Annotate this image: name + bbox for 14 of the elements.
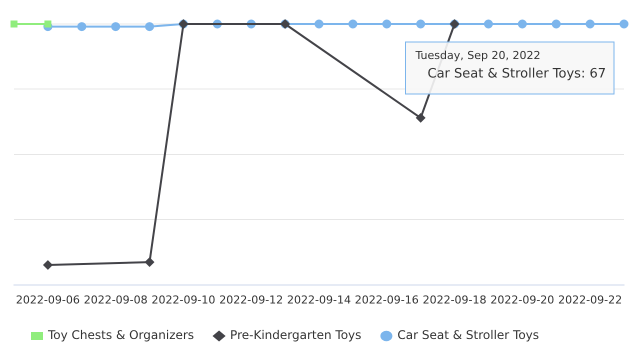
legend-label: Car Seat & Stroller Toys	[397, 328, 540, 342]
x-tick-label: 2022-09-16	[354, 293, 419, 306]
x-tick-label: 2022-09-20	[490, 293, 554, 306]
x-tick-label: 2022-09-08	[84, 293, 148, 306]
x-tick-label: 2022-09-06	[16, 293, 80, 306]
annotation: Car Seat & Stroller Toys: 67	[428, 66, 606, 82]
x-tick-label: 2022-09-22	[558, 293, 622, 306]
x-tick-label: 2022-09-14	[287, 293, 351, 306]
x-tick-label: 2022-09-18	[422, 293, 487, 306]
legend-label: Toy Chests & Organizers	[47, 328, 194, 342]
x-tick-label: 2022-09-10	[151, 293, 216, 306]
annotation: Tuesday, Sep 20, 2022	[414, 48, 540, 62]
x-tick-label: 2022-09-12	[219, 293, 284, 306]
legend-label: Pre-Kindergarten Toys	[230, 328, 362, 342]
